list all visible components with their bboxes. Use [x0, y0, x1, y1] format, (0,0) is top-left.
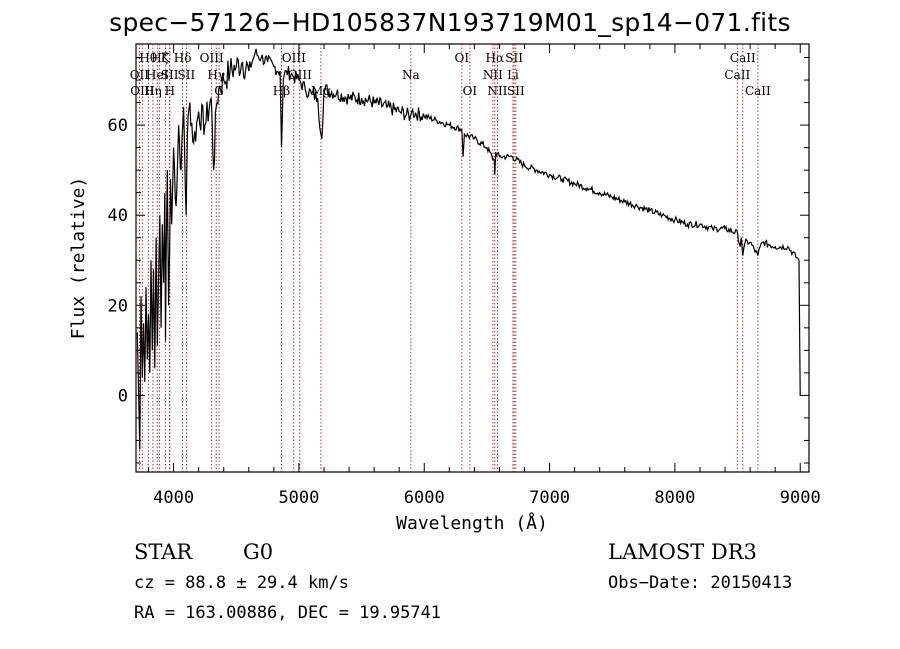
survey-name: LAMOST DR3 — [608, 540, 757, 564]
x-tick-label: 9000 — [780, 488, 821, 508]
spectrum-line — [136, 48, 801, 450]
line-label: K — [161, 51, 171, 65]
line-label: SII — [507, 84, 525, 98]
line-label: CaII — [745, 84, 771, 98]
x-tick-label: 5000 — [278, 488, 319, 508]
line-label: SII — [505, 51, 523, 65]
line-label: Hη — [144, 84, 162, 98]
line-label: Li — [507, 68, 519, 82]
line-label: OIII — [282, 51, 306, 65]
line-label: Na — [402, 68, 420, 82]
x-tick-label: 4000 — [153, 488, 194, 508]
line-label: CaII — [730, 51, 756, 65]
spectral-line-markers — [138, 44, 759, 472]
x-axis-ticks: 4000 5000 6000 7000 8000 9000 — [148, 44, 821, 508]
line-label: OIII — [200, 51, 224, 65]
line-label: OI — [455, 51, 470, 65]
chart-title: spec−57126−HD105837N193719M01_sp14−071.f… — [109, 8, 791, 37]
coordinates: RA = 163.00886, DEC = 19.95741 — [134, 603, 442, 623]
line-label: H — [165, 84, 175, 98]
observation-date: Obs−Date: 20150413 — [608, 573, 793, 593]
line-label: OII — [130, 68, 150, 82]
y-axis-label: Flux (relative) — [68, 177, 89, 340]
line-label: Hθ — [139, 51, 157, 65]
line-label: NII — [487, 84, 507, 98]
line-label: OIII — [130, 84, 154, 98]
line-label: Hα — [486, 51, 505, 65]
object-subclass: G0 — [243, 540, 274, 564]
y-tick-label: 60 — [108, 116, 128, 136]
x-tick-label: 8000 — [654, 488, 695, 508]
x-tick-label: 6000 — [404, 488, 445, 508]
line-label: Hζ — [151, 51, 168, 65]
line-label: Hγ — [207, 68, 225, 82]
y-tick-label: 0 — [118, 386, 128, 406]
y-tick-label: 20 — [108, 296, 128, 316]
line-label: HeI — [146, 68, 169, 82]
line-label: SII — [161, 68, 179, 82]
line-label: Hδ — [174, 51, 192, 65]
y-axis-ticks: 0 20 40 60 — [108, 57, 809, 464]
object-class: STAR — [134, 540, 193, 564]
y-tick-label: 40 — [108, 206, 128, 226]
line-label: CaII — [724, 68, 750, 82]
line-label: NII — [483, 68, 503, 82]
line-label: Hβ — [273, 84, 290, 98]
line-label: SII — [178, 68, 196, 82]
plot-frame — [135, 43, 810, 473]
x-axis-label: Wavelength (Å) — [396, 512, 548, 534]
line-label: OI — [463, 84, 478, 98]
redshift-velocity: cz = 88.8 ± 29.4 km/s — [134, 573, 349, 593]
x-tick-label: 7000 — [529, 488, 570, 508]
